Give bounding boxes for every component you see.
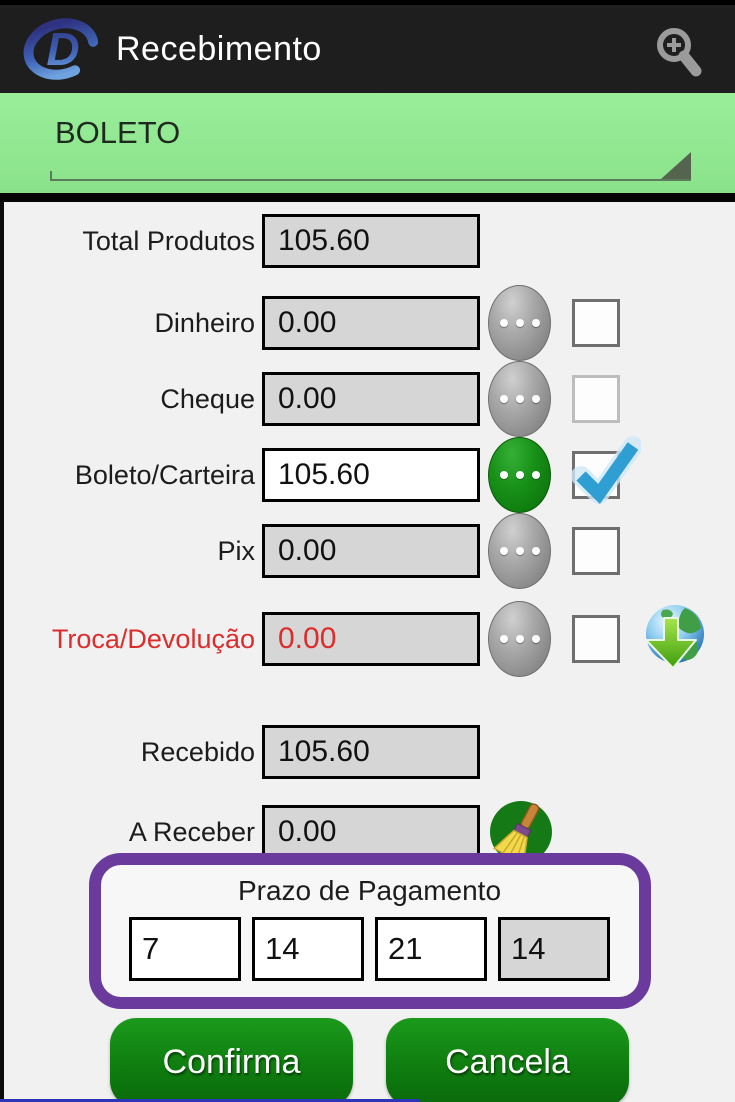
blue-checkmark-icon xyxy=(571,436,641,505)
row-boleto-carteira: Boleto/Carteira 105.60 xyxy=(4,436,735,513)
globe-download-icon[interactable] xyxy=(633,602,707,676)
recebido-field: 105.60 xyxy=(262,725,480,779)
row-recebido: Recebido 105.60 xyxy=(4,725,735,779)
payment-terms-title: Prazo de Pagamento xyxy=(237,875,502,906)
dinheiro-more-button[interactable] xyxy=(488,285,551,361)
page-title: Recebimento xyxy=(116,29,322,68)
payment-terms-panel: Prazo de Pagamento 7 14 21 14 xyxy=(88,853,651,1009)
dinheiro-label: Dinheiro xyxy=(154,307,255,338)
cheque-label: Cheque xyxy=(160,383,255,414)
payment-type-spinner[interactable]: BOLETO xyxy=(0,93,735,193)
pix-label: Pix xyxy=(217,535,255,566)
spinner-underline xyxy=(50,171,691,181)
row-cheque: Cheque 0.00 xyxy=(4,361,735,437)
row-pix: Pix 0.00 xyxy=(4,513,735,589)
payment-form: Total Produtos 105.60 Dinheiro 0.00 Cheq… xyxy=(0,202,735,1102)
term-2-input[interactable]: 14 xyxy=(252,917,364,981)
bottom-accent-line xyxy=(0,1099,420,1102)
boleto-carteira-label: Boleto/Carteira xyxy=(74,459,255,490)
payment-terms-fields: 7 14 21 14 xyxy=(101,917,639,981)
action-buttons: Confirma Cancela xyxy=(4,1018,735,1102)
dinheiro-field[interactable]: 0.00 xyxy=(262,296,480,350)
cheque-field[interactable]: 0.00 xyxy=(262,372,480,426)
boleto-carteira-more-button[interactable] xyxy=(488,437,551,513)
dropdown-triangle-icon xyxy=(661,152,691,179)
zoom-search-icon[interactable] xyxy=(651,23,707,81)
a-receber-field: 0.00 xyxy=(262,805,480,859)
total-produtos-field: 105.60 xyxy=(262,214,480,268)
svg-text:D: D xyxy=(46,23,79,75)
magnifier-plus-icon xyxy=(657,28,702,77)
confirm-button[interactable]: Confirma xyxy=(110,1018,353,1102)
a-receber-label: A Receber xyxy=(128,816,255,847)
pix-checkbox[interactable] xyxy=(572,527,620,575)
row-total-produtos: Total Produtos 105.60 xyxy=(4,214,735,268)
row-dinheiro: Dinheiro 0.00 xyxy=(4,285,735,361)
recebido-label: Recebido xyxy=(140,736,255,767)
total-produtos-label: Total Produtos xyxy=(82,225,255,256)
troca-checkbox[interactable] xyxy=(572,615,620,663)
troca-more-button[interactable] xyxy=(488,601,551,677)
term-1-input[interactable]: 7 xyxy=(129,917,241,981)
row-troca-devolucao: Troca/Devolução 0.00 xyxy=(4,601,735,677)
troca-devolucao-field[interactable]: 0.00 xyxy=(262,612,480,666)
app-header: D Recebimento xyxy=(0,0,735,93)
troca-devolucao-label: Troca/Devolução xyxy=(51,623,255,654)
boleto-carteira-checkbox[interactable] xyxy=(571,436,641,505)
row-a-receber: A Receber 0.00 xyxy=(4,799,735,865)
term-3-input[interactable]: 21 xyxy=(375,917,487,981)
cheque-more-button[interactable] xyxy=(488,361,551,437)
term-4-field: 14 xyxy=(498,917,610,981)
boleto-carteira-field[interactable]: 105.60 xyxy=(262,448,480,502)
pix-field[interactable]: 0.00 xyxy=(262,524,480,578)
spinner-selected-value: BOLETO xyxy=(55,115,181,150)
cancel-button[interactable]: Cancela xyxy=(386,1018,629,1102)
cheque-checkbox[interactable] xyxy=(572,375,620,423)
pix-more-button[interactable] xyxy=(488,513,551,589)
app-logo-icon: D xyxy=(23,18,99,80)
dinheiro-checkbox[interactable] xyxy=(572,299,620,347)
